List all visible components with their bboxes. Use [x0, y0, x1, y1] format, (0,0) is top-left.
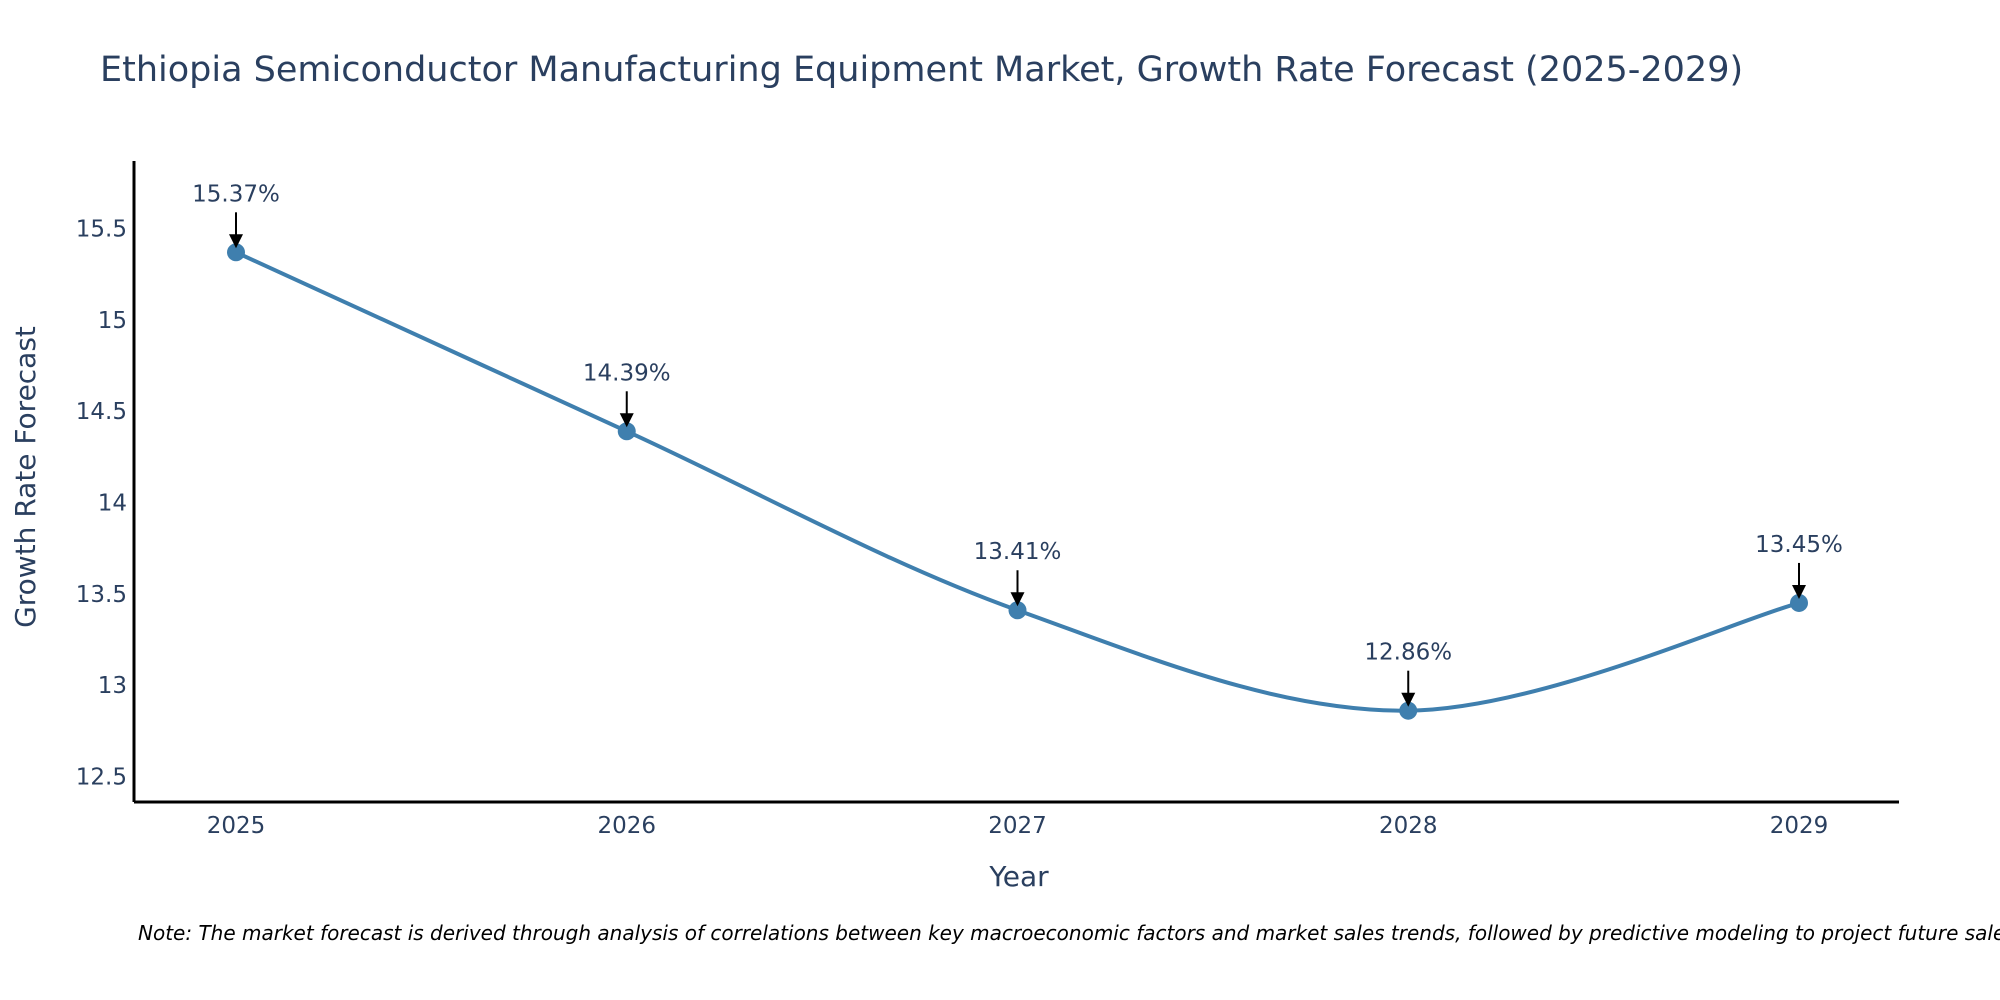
- data-point: [617, 422, 636, 441]
- x-tick-label: 2027: [988, 813, 1047, 839]
- data-label: 14.39%: [583, 360, 671, 386]
- y-tick-label: 12.5: [76, 764, 127, 790]
- y-tick-label: 13: [98, 673, 127, 699]
- y-tick-label: 15: [98, 308, 127, 334]
- x-axis-title: Year: [988, 860, 1049, 893]
- x-tick-label: 2029: [1770, 813, 1829, 839]
- x-tick-label: 2025: [207, 813, 266, 839]
- annotation-arrow-head: [1792, 584, 1806, 599]
- data-points: [227, 243, 1808, 720]
- footnote: Note: The market forecast is derived thr…: [138, 921, 2000, 945]
- y-axis-ticks: 12.5 13 13.5 14 14.5 15 15.5: [76, 217, 127, 791]
- annotation-arrow-head: [229, 234, 243, 249]
- y-tick-label: 15.5: [76, 217, 127, 243]
- y-axis-title: Growth Rate Forecast: [9, 326, 42, 628]
- data-point: [1399, 701, 1418, 720]
- y-tick-label: 14.5: [76, 399, 127, 425]
- x-axis-ticks: 2025 2026 2027 2028 2029: [207, 813, 1829, 839]
- data-point: [227, 243, 245, 262]
- y-tick-label: 13.5: [76, 582, 127, 608]
- data-label: 13.41%: [974, 539, 1062, 565]
- annotation-arrow-head: [1010, 592, 1025, 607]
- data-annotations: 15.37% 14.39% 13.41% 12.86% 13.45%: [192, 181, 1843, 707]
- data-label: 12.86%: [1364, 640, 1452, 666]
- series-line: [235, 250, 1800, 713]
- annotation-arrow-head: [619, 413, 634, 428]
- chart-title: Ethiopia Semiconductor Manufacturing Equ…: [100, 50, 1743, 90]
- data-point: [1790, 593, 1808, 612]
- annotation-arrow-head: [1401, 692, 1416, 707]
- x-tick-label: 2028: [1379, 813, 1438, 839]
- data-label: 13.45%: [1755, 532, 1843, 558]
- x-tick-label: 2026: [597, 813, 656, 839]
- data-point: [1008, 601, 1027, 620]
- y-tick-label: 14: [98, 491, 127, 517]
- data-label: 15.37%: [192, 181, 280, 207]
